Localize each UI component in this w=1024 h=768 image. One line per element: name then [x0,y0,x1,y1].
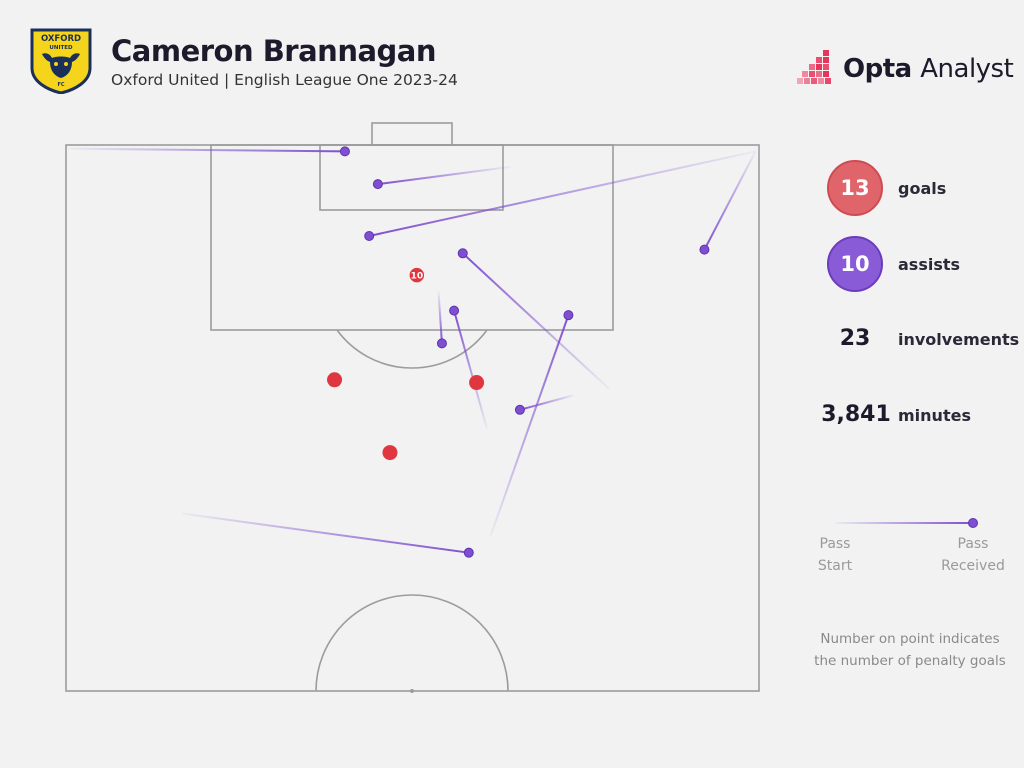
oxford-united-crest: OXFORD UNITED FC [30,28,92,94]
legend-pass-line [835,518,978,528]
assist-received-point [436,338,447,349]
assist-pass-line [377,165,511,186]
goals-stat: 13 goals [820,160,1020,216]
assist-received-point [449,305,460,316]
legend-received-line1: Pass [957,536,989,552]
goal-point [469,375,485,391]
minutes-stat: 3,841 minutes [820,402,1020,452]
assists-label: assists [898,255,961,274]
assist-pass-line [519,394,574,411]
goal [371,122,453,146]
footnote-line2: the number of penalty goals [814,653,1006,669]
center-spot [410,689,414,693]
brand-bold: Opta [843,54,912,84]
goal-point [382,445,398,461]
assist-received-point [457,248,468,259]
brand-name: Opta Analyst [843,54,1014,84]
goals-value: 13 [827,160,883,216]
center-circle [315,594,509,692]
minutes-value: 3,841 [821,402,891,427]
assists-stat: 10 assists [820,236,1020,292]
crest-text-mid: UNITED [49,45,73,51]
footnote: Number on point indicates the number of … [800,628,1020,672]
involvements-value: 23 [839,326,871,351]
penalty-goal-count-label: 10 [411,272,424,282]
subtitle: Oxford United | English League One 2023-… [111,71,458,89]
assist-pass-line [703,150,757,251]
assist-pass-line [462,252,610,390]
legend-pass-start: Pass Start [808,533,862,577]
penalty-box [210,144,614,331]
goal-point [327,372,343,388]
goal-points: 10 [327,266,485,461]
assist-pass-line [453,310,488,430]
player-name-title: Cameron Brannagan [111,34,437,68]
assist-pass-line [437,291,443,344]
footnote-line1: Number on point indicates [820,631,1000,647]
minutes-label: minutes [898,406,971,425]
legend-received-line2: Received [941,558,1005,574]
assist-passes [68,146,757,558]
assist-pass-line [368,150,756,237]
assist-received-point [563,310,574,321]
penalty-arc [336,329,488,369]
assist-received-point [339,146,350,157]
crest-text-bottom: FC [57,82,64,88]
legend-received-point [968,518,978,528]
opta-analyst-logo: Opta Analyst [797,48,1014,90]
pitch-lines [65,122,760,693]
legend-pass-received: Pass Received [935,533,1011,577]
assists-value: 10 [827,236,883,292]
assist-pass-line [181,512,469,554]
assist-pass-line [489,314,570,537]
assist-received-point [364,231,375,241]
assist-received-point [372,179,383,190]
involvements-label: involvements [898,330,1020,349]
goals-label: goals [898,179,947,198]
legend-start-line1: Pass [819,536,851,552]
opta-logo-icon [797,50,831,84]
involvements-stat: 23 involvements [820,326,1020,376]
assist-received-point [514,404,525,415]
assist-received-point [699,244,710,255]
assist-pass-line [68,147,345,153]
brand-light: Analyst [920,54,1014,84]
crest-text-top: OXFORD [41,34,81,44]
legend-start-line2: Start [817,558,853,574]
assist-received-point [463,547,474,558]
goal-point [408,266,426,284]
